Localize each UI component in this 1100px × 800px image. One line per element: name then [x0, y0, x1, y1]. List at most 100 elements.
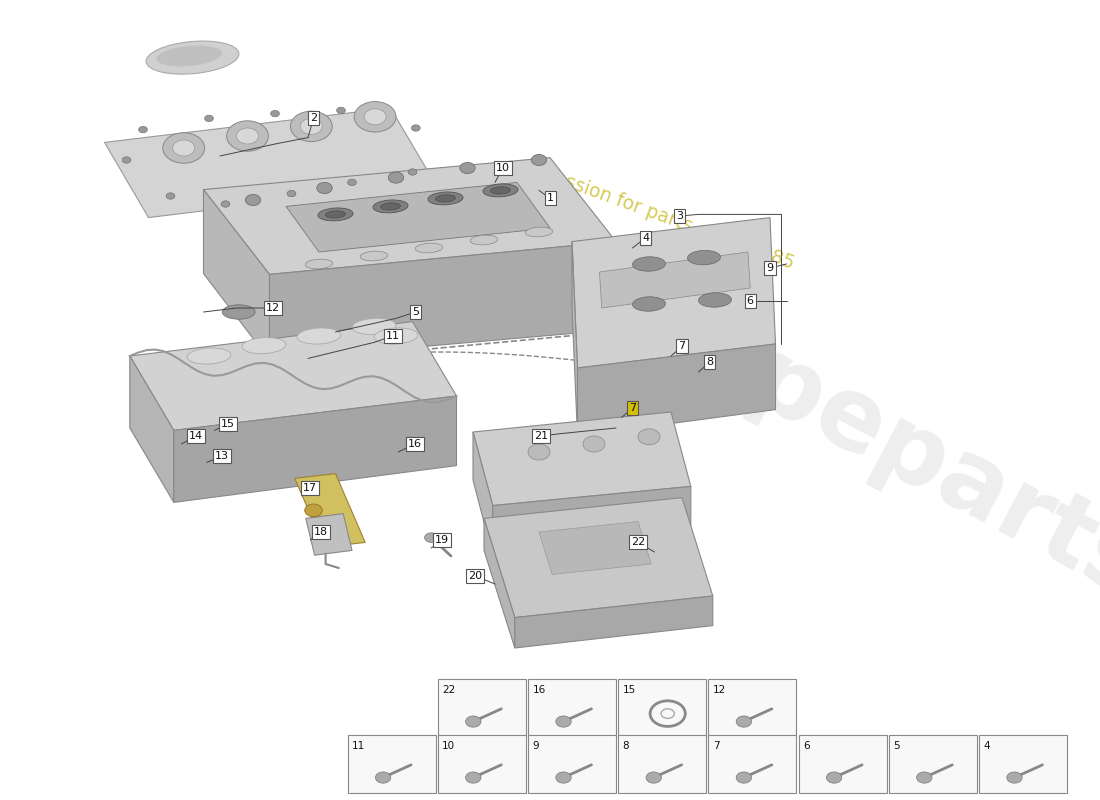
Polygon shape	[572, 218, 776, 368]
Ellipse shape	[526, 227, 552, 237]
Text: 21: 21	[535, 431, 548, 441]
Polygon shape	[473, 412, 691, 506]
Text: 20: 20	[469, 571, 482, 581]
Polygon shape	[174, 396, 456, 502]
Polygon shape	[270, 242, 616, 360]
Text: 6: 6	[747, 296, 754, 306]
Polygon shape	[130, 322, 456, 430]
Polygon shape	[295, 474, 365, 547]
Text: 16: 16	[532, 685, 546, 694]
Polygon shape	[473, 432, 493, 556]
FancyBboxPatch shape	[708, 679, 796, 737]
Text: 22: 22	[442, 685, 455, 694]
Polygon shape	[104, 108, 435, 218]
Polygon shape	[578, 344, 776, 436]
Text: 13: 13	[216, 451, 229, 461]
Ellipse shape	[222, 305, 255, 319]
Circle shape	[916, 772, 932, 783]
Circle shape	[411, 125, 420, 131]
Ellipse shape	[361, 251, 387, 261]
Polygon shape	[204, 190, 270, 360]
FancyBboxPatch shape	[799, 735, 887, 793]
Ellipse shape	[491, 186, 510, 194]
Text: europeparts: europeparts	[508, 210, 1100, 622]
Circle shape	[287, 190, 296, 197]
Circle shape	[556, 716, 571, 727]
Circle shape	[465, 716, 481, 727]
Ellipse shape	[297, 328, 341, 344]
Circle shape	[528, 444, 550, 460]
Ellipse shape	[187, 348, 231, 364]
Polygon shape	[493, 486, 691, 556]
Ellipse shape	[632, 297, 666, 311]
Circle shape	[317, 182, 332, 194]
Polygon shape	[286, 182, 550, 252]
Ellipse shape	[632, 257, 666, 271]
Ellipse shape	[373, 200, 408, 213]
Text: 12: 12	[266, 303, 279, 313]
Ellipse shape	[352, 318, 396, 334]
Circle shape	[290, 111, 332, 142]
Circle shape	[408, 169, 417, 175]
Text: 10: 10	[442, 741, 455, 751]
Ellipse shape	[416, 243, 442, 253]
Text: 8: 8	[623, 741, 629, 751]
FancyBboxPatch shape	[708, 735, 796, 793]
Ellipse shape	[306, 259, 332, 269]
Text: 2: 2	[310, 114, 317, 123]
Text: 18: 18	[315, 527, 328, 537]
Circle shape	[173, 140, 195, 156]
Text: 15: 15	[221, 419, 234, 429]
FancyBboxPatch shape	[438, 679, 526, 737]
Text: 15: 15	[623, 685, 636, 694]
Polygon shape	[515, 596, 713, 648]
Ellipse shape	[318, 208, 353, 221]
Circle shape	[236, 128, 258, 144]
Circle shape	[337, 107, 345, 114]
Text: 5: 5	[893, 741, 900, 751]
Polygon shape	[484, 498, 713, 618]
FancyBboxPatch shape	[979, 735, 1067, 793]
Text: 1: 1	[547, 194, 553, 203]
Circle shape	[305, 504, 322, 517]
Circle shape	[163, 133, 205, 163]
Circle shape	[736, 772, 751, 783]
Ellipse shape	[436, 194, 455, 202]
Text: 3: 3	[676, 211, 683, 221]
Ellipse shape	[483, 184, 518, 197]
Polygon shape	[539, 522, 651, 574]
Ellipse shape	[381, 202, 400, 210]
Circle shape	[364, 109, 386, 125]
Polygon shape	[306, 514, 352, 555]
Text: 7: 7	[679, 342, 685, 351]
Polygon shape	[130, 356, 174, 502]
FancyBboxPatch shape	[528, 735, 616, 793]
Text: 16: 16	[408, 439, 421, 449]
Circle shape	[271, 110, 279, 117]
Circle shape	[221, 201, 230, 207]
Ellipse shape	[698, 293, 732, 307]
FancyBboxPatch shape	[528, 679, 616, 737]
Ellipse shape	[326, 210, 345, 218]
Text: 11: 11	[352, 741, 365, 751]
Text: 4: 4	[983, 741, 990, 751]
Polygon shape	[484, 518, 515, 648]
Text: a passion for parts since 1985: a passion for parts since 1985	[524, 158, 796, 274]
Circle shape	[122, 157, 131, 163]
Circle shape	[531, 154, 547, 166]
Circle shape	[425, 533, 438, 542]
Polygon shape	[572, 242, 578, 436]
Circle shape	[300, 118, 322, 134]
Circle shape	[348, 179, 356, 186]
Circle shape	[460, 162, 475, 174]
Circle shape	[736, 716, 751, 727]
FancyBboxPatch shape	[889, 735, 977, 793]
Text: 22: 22	[631, 538, 645, 547]
Circle shape	[245, 194, 261, 206]
Circle shape	[1006, 772, 1022, 783]
Circle shape	[227, 121, 268, 151]
Text: 12: 12	[713, 685, 726, 694]
Ellipse shape	[156, 46, 222, 66]
Text: 19: 19	[436, 535, 449, 545]
Text: 14: 14	[189, 431, 202, 441]
